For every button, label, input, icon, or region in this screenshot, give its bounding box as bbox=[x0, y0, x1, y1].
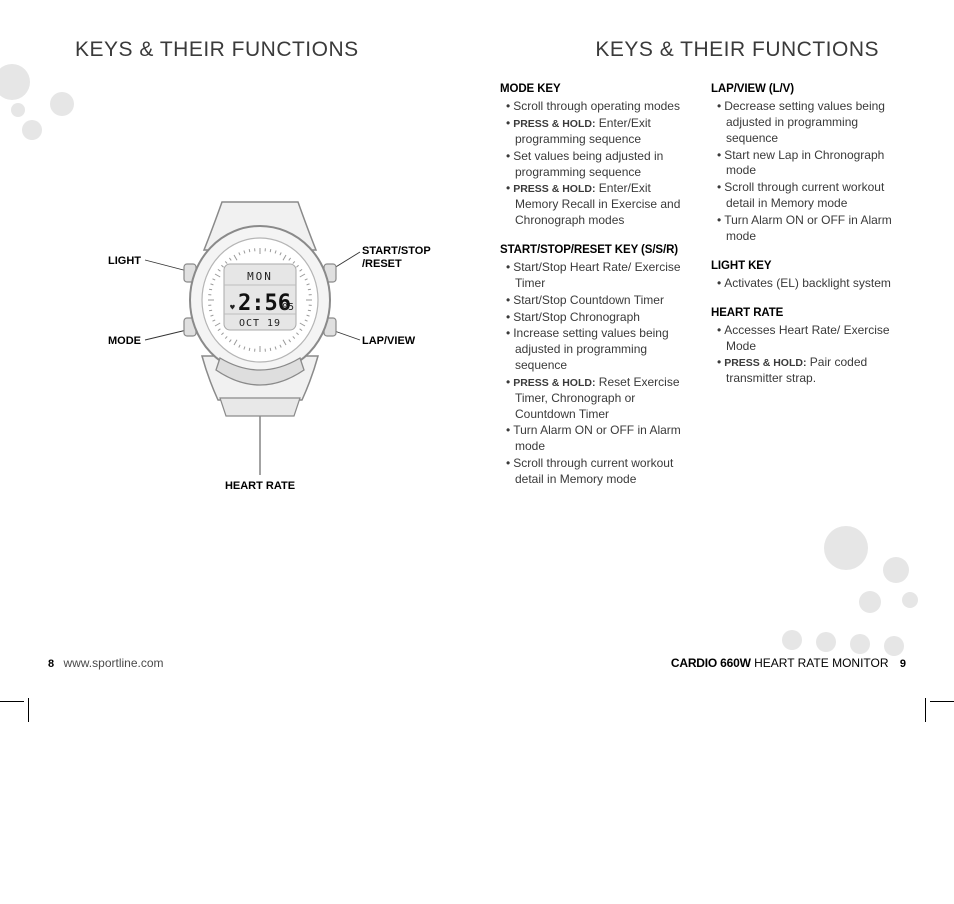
footer-right: CARDIO 660W HEART RATE MONITOR 9 bbox=[671, 656, 906, 670]
key-section: HEART RATE Accesses Heart Rate/ Exercise … bbox=[711, 306, 900, 388]
deco-dot bbox=[22, 120, 42, 140]
section-list: Start/Stop Heart Rate/ Exercise TimerSta… bbox=[500, 260, 689, 488]
section-item: Accesses Heart Rate/ Exercise Mode bbox=[717, 323, 900, 355]
section-item: PRESS & HOLD: Reset Exercise Timer, Chro… bbox=[506, 375, 689, 423]
section-item: Activates (EL) backlight system bbox=[717, 276, 900, 292]
section-item: Set values being adjusted in programming… bbox=[506, 149, 689, 181]
section-title: HEART RATE bbox=[711, 306, 900, 321]
callout-light: LIGHT bbox=[108, 255, 141, 268]
crop-mark bbox=[930, 701, 954, 702]
lcd-line2: ♥ 2:56 05 bbox=[230, 291, 294, 316]
footer-left: 8 www.sportline.com bbox=[48, 656, 164, 670]
lcd-line1: MON bbox=[247, 270, 273, 283]
svg-text:05: 05 bbox=[282, 302, 294, 313]
watch-svg: MON ♥ 2:56 05 OCT 19 bbox=[60, 170, 460, 530]
svg-text:♥: ♥ bbox=[230, 303, 235, 312]
section-item: Turn Alarm ON or OFF in Alarm mode bbox=[717, 213, 900, 245]
section-item: Start/Stop Countdown Timer bbox=[506, 293, 689, 309]
section-list: Decrease setting values being adjusted i… bbox=[711, 99, 900, 244]
section-title: LAP/VIEW (L/V) bbox=[711, 82, 900, 97]
crop-mark bbox=[925, 698, 926, 722]
section-item: Turn Alarm ON or OFF in Alarm mode bbox=[506, 423, 689, 455]
deco-dot bbox=[824, 526, 868, 570]
section-title: LIGHT KEY bbox=[711, 259, 900, 274]
deco-dot bbox=[884, 636, 904, 656]
callout-mode: MODE bbox=[108, 335, 141, 348]
product-name-bold: CARDIO 660W bbox=[671, 656, 751, 670]
section-item: Start/Stop Heart Rate/ Exercise Timer bbox=[506, 260, 689, 292]
section-title: START/STOP/RESET KEY (S/S/R) bbox=[500, 243, 689, 258]
deco-dot bbox=[50, 92, 74, 116]
section-item: Scroll through operating modes bbox=[506, 99, 689, 115]
section-list: Activates (EL) backlight system bbox=[711, 276, 900, 292]
section-item: Scroll through current workout detail in… bbox=[506, 456, 689, 488]
section-list: Scroll through operating modesPRESS & HO… bbox=[500, 99, 689, 229]
heading-left: KEYS & THEIR FUNCTIONS bbox=[75, 38, 359, 62]
key-section: MODE KEYScroll through operating modesPR… bbox=[500, 82, 689, 229]
section-item: Scroll through current workout detail in… bbox=[717, 180, 900, 212]
crop-mark bbox=[28, 698, 29, 722]
section-item: Decrease setting values being adjusted i… bbox=[717, 99, 900, 146]
manual-spread: KEYS & THEIR FUNCTIONS KEYS & THEIR FUNC… bbox=[0, 0, 954, 750]
deco-dot bbox=[782, 630, 802, 650]
crop-mark bbox=[0, 701, 24, 702]
section-item: Start new Lap in Chronograph mode bbox=[717, 148, 900, 180]
callout-start-stop-reset: START/STOP/RESET bbox=[362, 245, 431, 270]
section-title: MODE KEY bbox=[500, 82, 689, 97]
key-section: LIGHT KEY Activates (EL) backlight system bbox=[711, 259, 900, 292]
section-list: Accesses Heart Rate/ Exercise ModePRESS … bbox=[711, 323, 900, 387]
column-2: LAP/VIEW (L/V) Decrease setting values be… bbox=[711, 82, 900, 502]
page-number-left: 8 bbox=[48, 658, 54, 670]
deco-dot bbox=[859, 591, 881, 613]
heading-right: KEYS & THEIR FUNCTIONS bbox=[595, 38, 879, 62]
section-item: PRESS & HOLD: Pair coded transmitter str… bbox=[717, 355, 900, 387]
key-section: LAP/VIEW (L/V) Decrease setting values be… bbox=[711, 82, 900, 245]
key-section: START/STOP/RESET KEY (S/S/R) Start/Stop H… bbox=[500, 243, 689, 488]
deco-dot bbox=[883, 557, 909, 583]
column-1: MODE KEYScroll through operating modesPR… bbox=[500, 82, 689, 502]
deco-dot bbox=[850, 634, 870, 654]
footer-url: www.sportline.com bbox=[63, 656, 163, 670]
deco-dot bbox=[902, 592, 918, 608]
callout-lap-view: LAP/VIEW bbox=[362, 335, 415, 348]
page-number-right: 9 bbox=[900, 658, 906, 670]
lcd-line3: OCT 19 bbox=[239, 318, 281, 329]
section-item: Start/Stop Chronograph bbox=[506, 310, 689, 326]
deco-dot bbox=[816, 632, 836, 652]
deco-dot bbox=[0, 64, 30, 100]
section-item: PRESS & HOLD: Enter/Exit programming seq… bbox=[506, 116, 689, 148]
section-item: Increase setting values being adjusted i… bbox=[506, 326, 689, 373]
watch-diagram: MON ♥ 2:56 05 OCT 19 LIGHT MODE START/ST… bbox=[60, 170, 460, 530]
section-item: PRESS & HOLD: Enter/Exit Memory Recall i… bbox=[506, 181, 689, 229]
product-name-rest: HEART RATE MONITOR bbox=[751, 656, 889, 670]
deco-dot bbox=[11, 103, 25, 117]
key-function-columns: MODE KEYScroll through operating modesPR… bbox=[500, 82, 900, 502]
callout-heart-rate: HEART RATE bbox=[220, 480, 300, 493]
